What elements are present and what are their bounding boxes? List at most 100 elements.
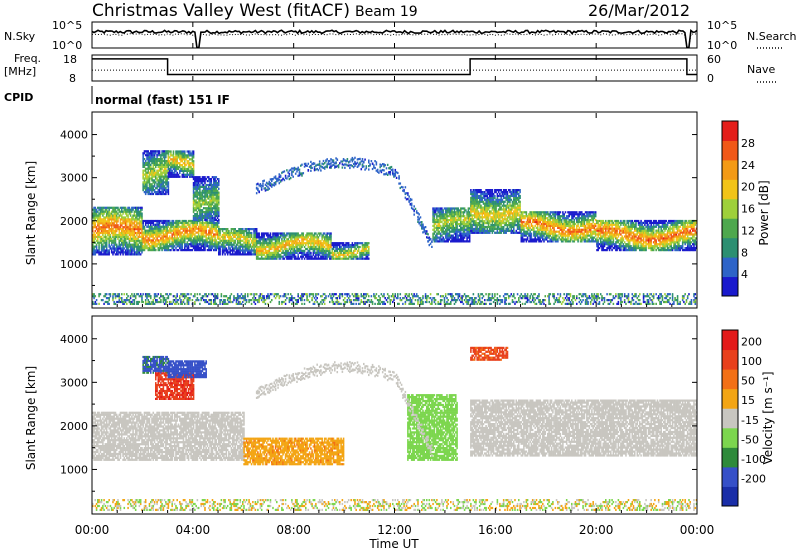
power-cell <box>150 239 152 242</box>
power-cell <box>274 247 277 251</box>
power-cell <box>287 251 289 254</box>
power-cell <box>233 230 235 233</box>
power-cell <box>167 237 170 240</box>
power-cell <box>100 247 103 250</box>
power-cell <box>438 215 441 218</box>
power-cell <box>192 239 195 242</box>
power-cell <box>243 233 245 237</box>
power-cell <box>291 236 293 239</box>
power-cell <box>180 249 182 252</box>
power-cell <box>182 237 185 240</box>
power-cell <box>230 245 233 248</box>
power-cell <box>194 213 196 216</box>
power-cell <box>184 223 186 226</box>
power-cell <box>312 253 315 256</box>
power-cell <box>467 226 470 229</box>
power-cell <box>202 189 205 192</box>
power-cell <box>199 239 201 242</box>
power-cell <box>133 241 136 244</box>
power-cell <box>126 251 128 254</box>
power-cell <box>118 235 121 238</box>
power-cell <box>350 249 352 252</box>
power-cell <box>225 230 228 233</box>
power-cell <box>102 230 104 233</box>
power-cell <box>162 171 165 174</box>
power-cell <box>458 228 461 231</box>
power-cell <box>175 239 177 242</box>
power-cell <box>112 230 114 233</box>
power-cell <box>460 211 462 214</box>
power-cell <box>134 231 137 235</box>
power-cell <box>94 249 97 252</box>
power-cell <box>277 236 279 239</box>
power-cell <box>484 206 486 209</box>
power-cell <box>434 211 437 214</box>
power-cell <box>123 241 126 244</box>
power-cell <box>255 234 258 237</box>
power-cell <box>216 195 219 198</box>
power-cell <box>463 232 466 235</box>
power-cell <box>351 245 354 249</box>
power-cell <box>279 244 282 247</box>
power-cell <box>458 209 461 212</box>
power-cell <box>259 242 262 245</box>
power-cell <box>110 251 113 254</box>
power-cell <box>489 189 491 192</box>
power-cell <box>273 245 276 249</box>
power-cell <box>113 224 115 227</box>
power-cell <box>267 255 269 258</box>
power-cell <box>243 231 245 235</box>
power-cell <box>475 202 477 205</box>
power-cell <box>321 242 323 245</box>
power-cell <box>438 230 441 233</box>
power-cell <box>443 220 446 224</box>
power-cell <box>152 239 155 242</box>
power-cell <box>462 238 465 241</box>
power-cell <box>271 247 273 251</box>
power-cell <box>177 152 180 155</box>
power-cell <box>485 208 487 211</box>
power-cell <box>196 189 199 192</box>
power-cell <box>239 247 242 250</box>
power-cell <box>470 214 472 217</box>
power-cell <box>162 179 165 182</box>
power-cell <box>166 227 168 230</box>
power-cell <box>366 244 369 247</box>
power-cell <box>162 150 165 153</box>
power-cell <box>279 257 282 260</box>
power-cell <box>138 233 141 237</box>
power-cell <box>476 216 478 219</box>
power-cell <box>104 241 107 244</box>
power-cell <box>485 231 487 234</box>
power-cell <box>442 209 444 212</box>
power-cell <box>132 214 134 217</box>
power-cell <box>104 216 107 219</box>
power-cell <box>325 236 327 239</box>
power-cell <box>155 233 157 236</box>
power-cell <box>460 240 462 243</box>
power-cell <box>166 231 168 234</box>
power-cell <box>443 224 446 227</box>
power-cell <box>167 183 170 186</box>
power-cell <box>110 220 113 223</box>
power-cell <box>244 253 247 256</box>
power-cell <box>347 257 350 260</box>
power-cell <box>268 242 271 245</box>
power-cell <box>189 229 191 232</box>
power-cell <box>118 243 121 246</box>
power-cell <box>142 235 144 238</box>
power-cell <box>152 175 155 178</box>
power-cell <box>294 255 297 258</box>
power-cell <box>98 208 100 211</box>
power-cell <box>289 253 292 256</box>
power-cell <box>317 253 320 256</box>
power-cell <box>200 227 202 230</box>
power-cell <box>247 243 249 246</box>
power-cell <box>356 245 359 249</box>
power-cell <box>103 220 105 223</box>
power-cell <box>196 223 199 226</box>
power-cell <box>163 249 166 252</box>
power-cell <box>477 214 480 217</box>
power-cell <box>218 195 220 198</box>
power-cell <box>142 237 144 240</box>
